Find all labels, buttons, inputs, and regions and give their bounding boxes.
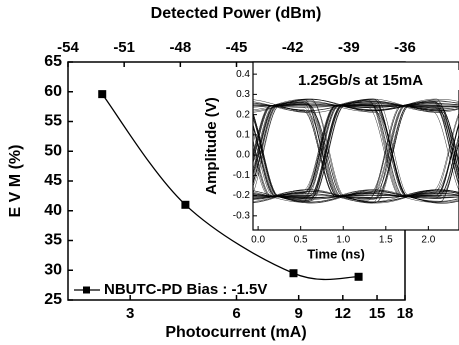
x-tick-label: 9: [295, 305, 303, 322]
inset-y-tick-label: 0.3: [236, 89, 250, 100]
inset-y-tick-label: 0.0: [236, 150, 250, 161]
top-axis-title: Detected Power (dBm): [151, 5, 322, 22]
top-tick-label: -45: [226, 39, 248, 56]
inset-y-title: Amplitude (V): [203, 97, 220, 195]
inset-x-tick-label: 1.5: [379, 235, 393, 246]
inset-y-tick-label: 0.2: [236, 109, 250, 120]
marker: [181, 201, 189, 209]
x-tick-label: 15: [369, 305, 386, 322]
top-tick-label: -39: [338, 39, 360, 56]
inset-y-tick-label: 0.1: [236, 130, 250, 141]
y-tick-label: 35: [44, 232, 62, 249]
inset-y-tick-label: -0.2: [233, 190, 251, 201]
x-tick-label: 3: [126, 305, 134, 322]
top-tick-label: -42: [282, 39, 304, 56]
inset-y-tick-label: 0.4: [236, 69, 250, 80]
inset-x-title: Time (ns): [307, 246, 365, 261]
inset-y-tick-label: -0.3: [233, 210, 251, 221]
marker: [289, 269, 297, 277]
y-tick-label: 60: [44, 83, 62, 100]
x-axis-title: Photocurrent (mA): [165, 324, 306, 341]
y-tick-label: 25: [44, 291, 62, 308]
x-tick-label: 18: [397, 305, 414, 322]
y-tick-label: 40: [44, 202, 62, 219]
marker: [355, 273, 363, 281]
y-tick-label: 30: [44, 261, 62, 278]
page: {"chart_data": [ {"type": "line", "x_lab…: [0, 0, 459, 345]
top-tick-label: -36: [394, 39, 416, 56]
y-tick-label: 50: [44, 142, 62, 159]
x-tick-label: 12: [334, 305, 351, 322]
y-axis-title: E V M (%): [7, 145, 24, 218]
inset-title: 1.25Gb/s at 15mA: [298, 72, 423, 89]
inset-x-tick-label: 2.0: [421, 235, 435, 246]
y-tick-label: 55: [44, 113, 62, 130]
inset-x-tick-label: 1.0: [336, 235, 350, 246]
x-tick-label: 6: [232, 305, 240, 322]
inset-x-tick-label: 0.5: [294, 235, 308, 246]
legend-label: NBUTC-PD Bias : -1.5V: [104, 281, 267, 298]
y-tick-label: 45: [44, 172, 62, 189]
top-tick-label: -51: [113, 39, 135, 56]
inset-y-tick-label: -0.1: [233, 170, 251, 181]
marker: [98, 90, 106, 98]
inset-x-tick-label: 0.0: [251, 235, 265, 246]
legend-marker: [83, 287, 90, 294]
top-tick-label: -48: [169, 39, 191, 56]
chart: Detected Power (dBm) Photocurrent (mA) E…: [0, 0, 459, 345]
top-tick-label: -54: [57, 39, 79, 56]
